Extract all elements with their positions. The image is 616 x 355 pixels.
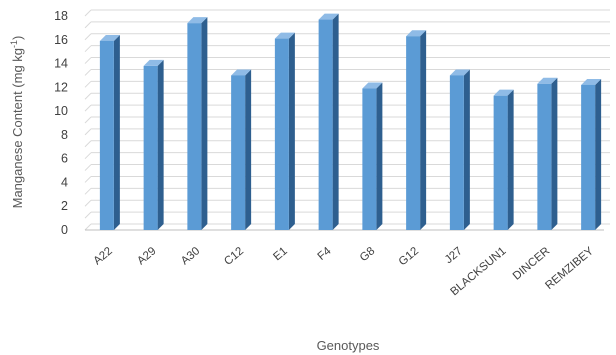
gridline-edge bbox=[84, 21, 92, 29]
bar-A29 bbox=[143, 59, 164, 230]
bar-J27 bbox=[449, 69, 470, 230]
bar-G12 bbox=[406, 30, 427, 231]
bar-C12 bbox=[231, 69, 252, 230]
gridline-edge bbox=[84, 9, 92, 17]
bar-front bbox=[362, 88, 377, 231]
bar-front bbox=[274, 38, 289, 230]
bar-front bbox=[231, 75, 246, 230]
gridline-edge bbox=[84, 80, 92, 88]
y-tick-label: 4 bbox=[61, 175, 68, 189]
bar-A22 bbox=[99, 34, 120, 230]
gridline-edge bbox=[84, 33, 92, 41]
bar-side bbox=[507, 89, 514, 231]
y-tick-label: 8 bbox=[61, 128, 68, 142]
x-tick-label: REMZIBEY bbox=[543, 245, 596, 292]
bar-side bbox=[201, 17, 208, 231]
bar-side bbox=[157, 59, 164, 230]
y-axis-ticks: 0 2 4 6 8 10 12 14 16 18 bbox=[54, 9, 68, 237]
gridline-edge bbox=[84, 211, 92, 219]
bar-G8 bbox=[362, 82, 383, 231]
bar-side bbox=[332, 13, 339, 231]
gridlines bbox=[84, 9, 610, 231]
y-axis-title-main: Manganese Content (mg kg bbox=[10, 48, 25, 208]
bar-side bbox=[376, 82, 383, 231]
x-tick-label: A29 bbox=[135, 245, 158, 267]
gridline-edge bbox=[84, 69, 92, 76]
x-tick-label: DINCER bbox=[511, 245, 552, 283]
gridline-edge bbox=[84, 104, 92, 112]
y-tick-label: 2 bbox=[61, 199, 68, 213]
gridline-edge bbox=[84, 57, 92, 64]
x-tick-label: F4 bbox=[316, 245, 334, 263]
y-axis-title-end: ) bbox=[10, 36, 25, 40]
bar-top bbox=[99, 34, 120, 41]
bar-F4 bbox=[318, 13, 339, 231]
bar-front bbox=[581, 84, 596, 230]
x-tick-label: G12 bbox=[397, 245, 421, 268]
y-tick-label: 0 bbox=[61, 223, 68, 237]
bar-front bbox=[493, 95, 508, 231]
x-axis-title: Genotypes bbox=[317, 338, 380, 353]
y-tick-label: 6 bbox=[61, 152, 68, 166]
gridline-edge bbox=[84, 176, 92, 183]
bar-top bbox=[143, 59, 164, 66]
y-axis-title-superscript: -1 bbox=[9, 40, 19, 48]
y-axis-title: Manganese Content (mg kg-1) bbox=[9, 36, 25, 209]
gridline-edge bbox=[84, 45, 92, 53]
y-tick-label: 16 bbox=[54, 33, 68, 47]
bar-front bbox=[537, 83, 552, 231]
bar-front bbox=[318, 19, 333, 230]
bar-top bbox=[537, 77, 558, 84]
bar-top bbox=[318, 13, 339, 20]
bar-side bbox=[420, 30, 427, 231]
gridline-edge bbox=[84, 92, 92, 100]
bar-front bbox=[449, 75, 464, 230]
bar-REMZIBEY bbox=[581, 78, 602, 230]
bar-side bbox=[595, 78, 602, 230]
x-tick-label: A22 bbox=[91, 245, 114, 267]
gridline-edge bbox=[84, 187, 92, 195]
bar-front bbox=[143, 65, 158, 230]
x-tick-label: A30 bbox=[179, 245, 202, 267]
bar-side bbox=[245, 69, 252, 230]
bar-BLACKSUN1 bbox=[493, 89, 514, 231]
gridline-edge bbox=[84, 199, 92, 207]
bar-DINCER bbox=[537, 77, 558, 231]
gridline-edge bbox=[84, 128, 92, 136]
bar-top bbox=[187, 17, 208, 24]
y-tick-label: 10 bbox=[54, 104, 68, 118]
bar-side bbox=[463, 69, 470, 230]
bar-top bbox=[449, 69, 470, 76]
gridline-edge bbox=[84, 223, 92, 231]
bar-front bbox=[406, 36, 421, 230]
gridline-edge bbox=[84, 116, 92, 124]
y-tick-label: 18 bbox=[54, 9, 68, 23]
bar-top bbox=[493, 89, 514, 96]
x-tick-label: J27 bbox=[443, 245, 465, 266]
gridline-edge bbox=[84, 140, 92, 148]
bar-top bbox=[231, 69, 252, 76]
bar-A30 bbox=[187, 17, 208, 231]
x-tick-label: E1 bbox=[271, 245, 289, 263]
bar-top bbox=[274, 32, 295, 39]
bar-top bbox=[362, 82, 383, 89]
bar-front bbox=[187, 23, 202, 231]
bar-side bbox=[551, 77, 558, 231]
bars bbox=[99, 13, 602, 231]
gridline-edge bbox=[84, 152, 92, 160]
x-tick-label: C12 bbox=[222, 245, 246, 268]
x-tick-label: G8 bbox=[358, 245, 377, 264]
bar-front bbox=[99, 40, 114, 230]
bar-top bbox=[581, 78, 602, 85]
bar-side bbox=[113, 34, 120, 230]
gridline-edge bbox=[84, 164, 92, 171]
y-tick-label: 14 bbox=[54, 57, 68, 71]
y-tick-label: 12 bbox=[54, 80, 68, 94]
bar-E1 bbox=[274, 32, 295, 230]
bar-side bbox=[288, 32, 295, 230]
bar-top bbox=[406, 30, 427, 37]
